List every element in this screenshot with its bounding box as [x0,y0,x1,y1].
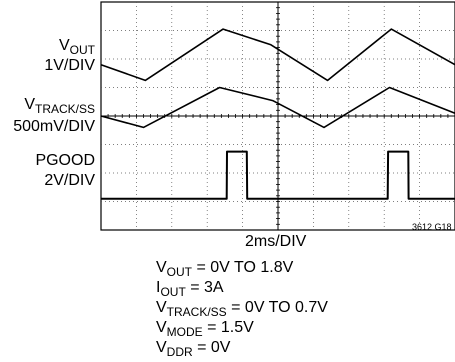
test-conditions: VOUT = 0V TO 1.8V IOUT = 3A VTRACK/SS = … [156,258,328,359]
channel-scale-pgood: 2V/DIV [44,172,95,189]
condition-line: VOUT = 0V TO 1.8V [156,259,294,279]
channel-label-vout: VOUT [58,37,95,57]
x-axis-label: 2ms/DIV [245,233,307,250]
trace-vout [100,28,455,82]
channel-scale-vout: 1V/DIV [44,57,95,74]
channel-label-pgood: PGOOD [35,152,95,169]
figure-id: 3612 G18 [412,222,452,232]
grid [100,1,455,231]
condition-line: VDDR = 0V [156,339,231,359]
condition-line: VMODE = 1.5V [156,319,254,339]
channel-label-vtrack: VTRACK/SS [24,96,95,116]
condition-line: VTRACK/SS = 0V TO 0.7V [156,299,328,319]
trace-vtrack [100,86,455,129]
channel-scale-vtrack: 500mV/DIV [13,118,95,135]
condition-line: IOUT = 3A [156,279,224,299]
traces [100,28,455,200]
trace-pgood [101,150,455,200]
